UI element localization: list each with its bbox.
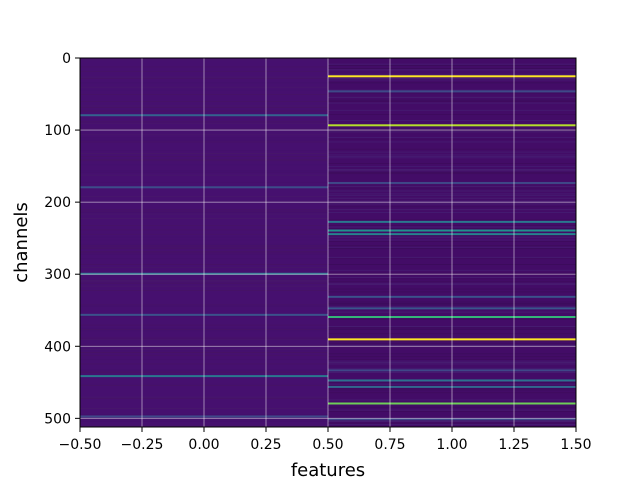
x-axis: −0.50 −0.25 0.00 0.25 0.50 0.75 1.00 1.25 1.50 [59, 427, 592, 453]
y-tick-label: 0 [62, 51, 71, 67]
y-tick-label: 300 [44, 267, 71, 283]
x-tick-label: 0.25 [250, 437, 281, 453]
x-tick-label: −0.50 [59, 437, 102, 453]
x-tick-label: 0.75 [374, 437, 405, 453]
x-tick-label: 0.50 [312, 437, 343, 453]
x-tick-label: −0.25 [121, 437, 164, 453]
y-tick-label: 100 [44, 123, 71, 139]
x-tick-label: 1.25 [498, 437, 529, 453]
x-tick-label: 1.00 [436, 437, 467, 453]
y-axis-label: channels [11, 202, 32, 283]
x-tick-label: 0.00 [188, 437, 219, 453]
y-tick-label: 500 [44, 411, 71, 427]
y-axis: 0 100 200 300 400 500 [44, 51, 80, 427]
y-tick-label: 200 [44, 195, 71, 211]
x-tick-label: 1.50 [560, 437, 591, 453]
x-axis-label: features [291, 460, 365, 480]
y-tick-label: 400 [44, 339, 71, 355]
